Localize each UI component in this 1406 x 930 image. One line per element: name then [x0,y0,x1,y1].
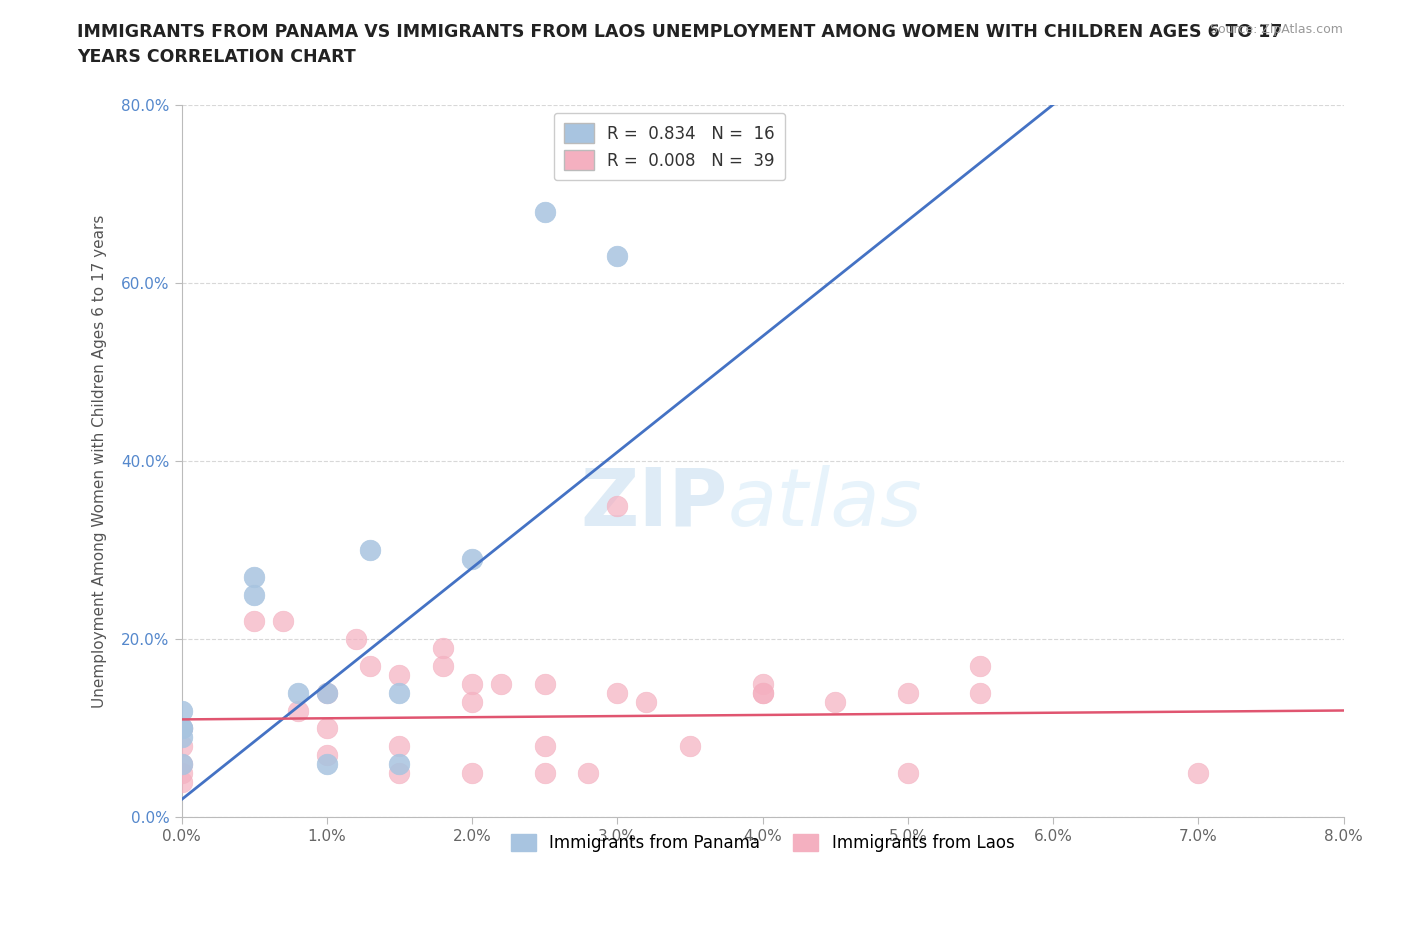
Point [243,614,266,629]
Point [606,685,628,700]
Point [606,248,628,263]
Point [751,676,773,691]
Point [432,641,454,656]
Point [315,685,337,700]
Point [315,685,337,700]
Point [897,685,920,700]
Point [533,765,555,780]
Text: atlas: atlas [728,465,922,543]
Point [344,631,367,646]
Point [287,685,309,700]
Point [388,765,411,780]
Point [359,658,381,673]
Point [170,756,193,771]
Point [170,721,193,736]
Point [170,738,193,753]
Text: YEARS CORRELATION CHART: YEARS CORRELATION CHART [77,48,356,66]
Point [170,765,193,780]
Point [388,668,411,683]
Point [969,685,991,700]
Point [388,756,411,771]
Point [969,658,991,673]
Point [533,676,555,691]
Text: ZIP: ZIP [581,465,728,543]
Point [461,551,484,566]
Legend: Immigrants from Panama, Immigrants from Laos: Immigrants from Panama, Immigrants from … [503,828,1021,859]
Point [751,685,773,700]
Point [461,765,484,780]
Point [315,756,337,771]
Text: Source: ZipAtlas.com: Source: ZipAtlas.com [1209,23,1343,36]
Point [897,765,920,780]
Point [1187,765,1209,780]
Point [243,587,266,602]
Point [243,569,266,584]
Point [606,498,628,513]
Point [576,765,599,780]
Point [461,694,484,709]
Point [636,694,658,709]
Point [170,703,193,718]
Point [315,748,337,763]
Point [489,676,512,691]
Point [170,775,193,790]
Point [679,738,702,753]
Point [824,694,846,709]
Point [432,658,454,673]
Point [533,738,555,753]
Point [170,730,193,745]
Point [751,685,773,700]
Point [388,738,411,753]
Point [287,703,309,718]
Point [315,721,337,736]
Y-axis label: Unemployment Among Women with Children Ages 6 to 17 years: Unemployment Among Women with Children A… [93,215,107,708]
Point [388,685,411,700]
Point [359,543,381,558]
Point [170,721,193,736]
Point [461,676,484,691]
Point [533,205,555,219]
Point [170,721,193,736]
Point [170,756,193,771]
Point [271,614,294,629]
Text: IMMIGRANTS FROM PANAMA VS IMMIGRANTS FROM LAOS UNEMPLOYMENT AMONG WOMEN WITH CHI: IMMIGRANTS FROM PANAMA VS IMMIGRANTS FRO… [77,23,1282,41]
